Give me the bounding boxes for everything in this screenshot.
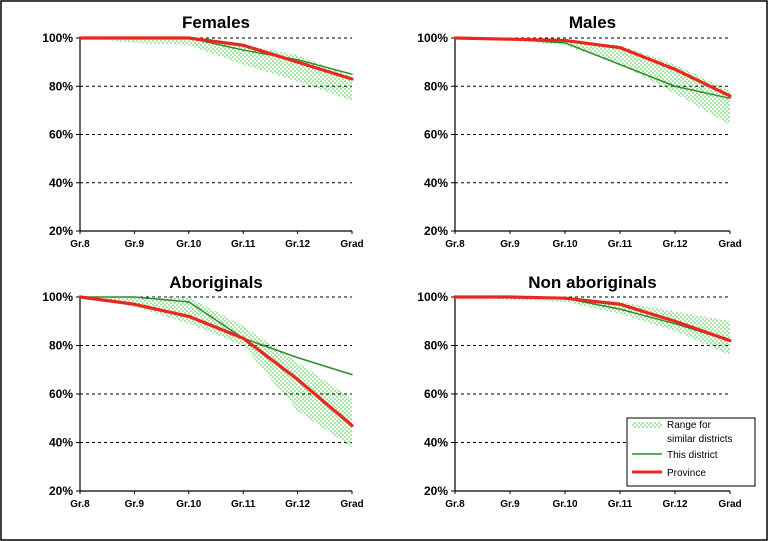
y-tick-label: 80%	[49, 339, 73, 353]
legend-range-label-1: Range for	[667, 420, 712, 431]
y-tick-label: 100%	[417, 290, 448, 304]
x-tick-label: Gr.8	[70, 239, 90, 250]
range-band	[80, 38, 352, 101]
series-line-province	[78, 36, 354, 81]
legend-range-label-2: similar districts	[667, 434, 733, 445]
y-tick-label: 40%	[49, 176, 73, 190]
y-tick-label: 60%	[49, 128, 73, 142]
series-line-district	[79, 296, 353, 376]
panel-title: Non aboriginals	[528, 273, 656, 292]
y-tick-label: 20%	[49, 224, 73, 238]
series-line-province	[453, 295, 732, 343]
x-tick-label: Gr.11	[231, 239, 256, 250]
x-tick-label: Grad	[340, 499, 363, 510]
legend-range-swatch	[632, 422, 662, 428]
panel-title: Males	[569, 13, 616, 32]
x-tick-label: Gr.8	[445, 499, 465, 510]
y-tick-label: 20%	[424, 224, 448, 238]
range-band	[455, 38, 730, 125]
x-tick-label: Gr.11	[608, 239, 633, 250]
panel-title: Aboriginals	[169, 273, 263, 292]
legend-district-label: This district	[667, 450, 718, 461]
y-tick-label: 40%	[424, 436, 448, 450]
series-line-province	[453, 36, 732, 98]
x-tick-label: Gr.10	[552, 499, 577, 510]
x-tick-label: Gr.9	[125, 499, 145, 510]
y-tick-label: 100%	[42, 31, 73, 45]
x-tick-label: Gr.8	[445, 239, 465, 250]
x-tick-label: Grad	[340, 239, 363, 250]
panel-title: Females	[182, 13, 250, 32]
panel-4: Non aboriginals 20% 40% 60% 80% 100% Gr.8 Gr.9 G…	[417, 273, 741, 510]
x-tick-label: Gr.12	[285, 239, 310, 250]
x-tick-label: Gr.9	[500, 239, 520, 250]
x-tick-label: Gr.12	[285, 499, 310, 510]
y-tick-label: 80%	[424, 339, 448, 353]
y-tick-label: 100%	[417, 31, 448, 45]
x-tick-label: Gr.11	[231, 499, 256, 510]
y-tick-label: 40%	[424, 176, 448, 190]
y-tick-label: 40%	[49, 436, 73, 450]
y-tick-label: 100%	[42, 290, 73, 304]
y-tick-label: 20%	[49, 484, 73, 498]
legend-box	[626, 417, 756, 487]
y-tick-label: 60%	[424, 128, 448, 142]
panels: Females 20% 40% 60% 80% 100% Gr.8 Gr.9 Gr.10 Gr.1…	[42, 13, 741, 510]
x-tick-label: Gr.10	[176, 239, 201, 250]
x-tick-label: Gr.10	[552, 239, 577, 250]
x-tick-label: Gr.11	[608, 499, 633, 510]
y-tick-label: 60%	[424, 387, 448, 401]
y-tick-label: 80%	[424, 79, 448, 93]
legend: Range for similar districts This distric…	[626, 417, 756, 487]
panel-2: Males 20% 40% 60% 80% 100% Gr.8 Gr.9 Gr.10 Gr.11 G…	[417, 13, 741, 250]
y-tick-label: 20%	[424, 484, 448, 498]
x-tick-label: Gr.12	[662, 499, 687, 510]
x-tick-label: Gr.12	[662, 239, 687, 250]
x-tick-label: Grad	[718, 499, 741, 510]
series-line-province	[78, 295, 354, 428]
x-tick-label: Gr.9	[125, 239, 145, 250]
panel-1: Females 20% 40% 60% 80% 100% Gr.8 Gr.9 Gr.10 Gr.1…	[42, 13, 363, 250]
panel-3: Aboriginals 20% 40% 60% 80% 100% Gr.8 Gr.9 Gr.10…	[42, 273, 363, 510]
range-band	[455, 297, 730, 356]
x-tick-label: Gr.8	[70, 499, 90, 510]
x-tick-label: Gr.9	[500, 499, 520, 510]
x-tick-label: Gr.10	[176, 499, 201, 510]
x-tick-label: Grad	[718, 239, 741, 250]
y-tick-label: 80%	[49, 79, 73, 93]
y-tick-label: 60%	[49, 387, 73, 401]
legend-province-label: Province	[667, 468, 706, 479]
